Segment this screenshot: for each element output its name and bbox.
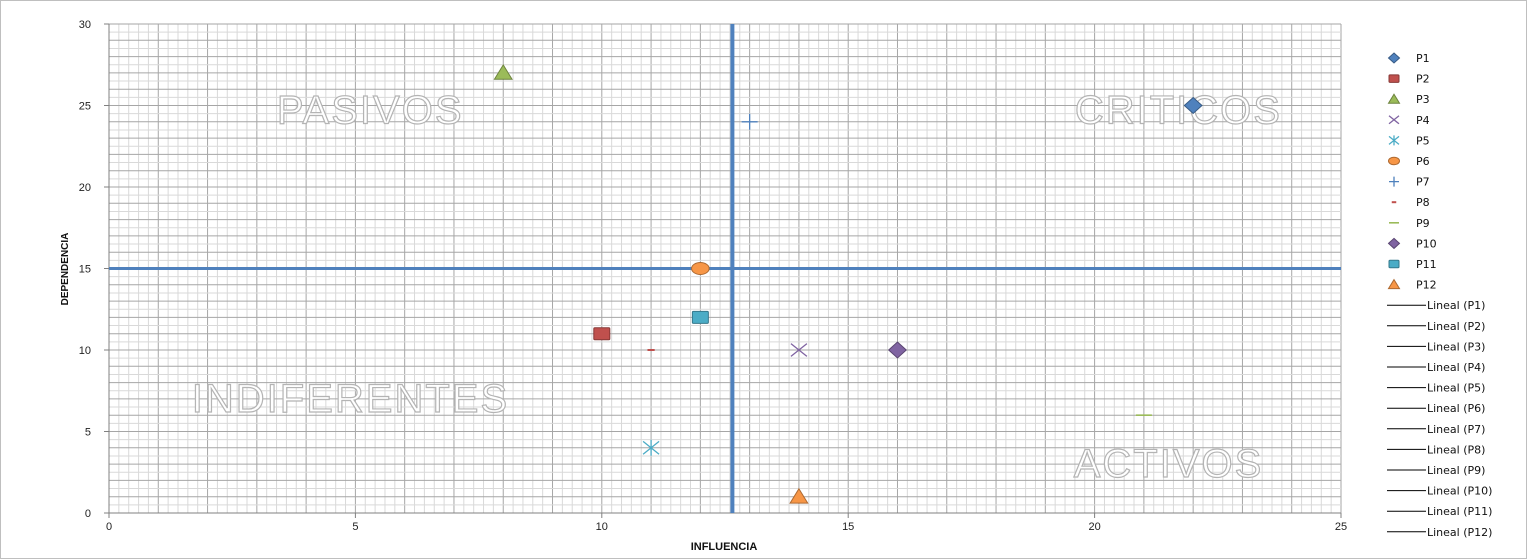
legend-trendline-label: Lineal (P8) bbox=[1427, 443, 1485, 456]
legend-trendline-label: Lineal (P2) bbox=[1427, 320, 1485, 333]
legend-label: P9 bbox=[1416, 217, 1430, 230]
reference-lines bbox=[109, 24, 1341, 513]
legend-label: P7 bbox=[1416, 176, 1430, 189]
legend-trendline-label: Lineal (P12) bbox=[1427, 526, 1492, 539]
data-point-p4 bbox=[790, 343, 808, 357]
data-point-p12 bbox=[789, 487, 809, 504]
y-tick-label: 0 bbox=[85, 508, 91, 520]
y-tick-label: 5 bbox=[85, 427, 91, 439]
legend-label: P11 bbox=[1416, 258, 1437, 271]
x-axis-title: INFLUENCIA bbox=[691, 541, 758, 553]
x-tick-label: 15 bbox=[842, 521, 854, 533]
legend-label: P4 bbox=[1416, 114, 1430, 127]
quadrant-label: CRITICOS bbox=[1075, 88, 1282, 132]
quadrant-label: INDIFERENTES bbox=[192, 377, 509, 421]
legend-label: P8 bbox=[1416, 196, 1430, 209]
legend-marker-p2 bbox=[1388, 74, 1400, 83]
legend-trendline-label: Lineal (P10) bbox=[1427, 485, 1492, 498]
x-tick-label: 25 bbox=[1335, 521, 1347, 533]
legend-label: P6 bbox=[1416, 155, 1430, 168]
y-tick-label: 30 bbox=[79, 19, 91, 31]
data-point-p11 bbox=[691, 310, 709, 324]
legend-label: P5 bbox=[1416, 134, 1430, 147]
legend-trendline-label: Lineal (P7) bbox=[1427, 423, 1485, 436]
legend-label: P10 bbox=[1416, 237, 1437, 250]
legend-marker-p1 bbox=[1387, 52, 1401, 64]
legend-marker-p12 bbox=[1387, 278, 1401, 290]
legend-trendline-label: Lineal (P3) bbox=[1427, 340, 1485, 353]
legend-marker-p4 bbox=[1388, 115, 1400, 125]
legend-trendline-label: Lineal (P6) bbox=[1427, 402, 1485, 415]
quadrant-labels: PASIVOS CRITICOS INDIFERENTES ACTIVOS bbox=[191, 88, 1282, 487]
legend-label: P2 bbox=[1416, 73, 1430, 86]
grid bbox=[108, 23, 1342, 514]
y-tick-label: 25 bbox=[79, 101, 91, 113]
legend-marker-p7 bbox=[1389, 176, 1399, 187]
axes: 0 5 10 15 20 25 0 5 10 15 20 25 30 bbox=[79, 19, 1347, 533]
quadrant-label: ACTIVOS bbox=[1074, 442, 1264, 486]
data-point-p10 bbox=[887, 341, 908, 359]
legend-marker-p10 bbox=[1387, 237, 1401, 250]
data-point-p6 bbox=[691, 262, 710, 275]
legend-trendline-label: Lineal (P9) bbox=[1427, 464, 1485, 477]
x-tick-label: 5 bbox=[352, 521, 358, 533]
x-tick-label: 10 bbox=[596, 521, 608, 533]
quadrant-label: PASIVOS bbox=[277, 88, 464, 132]
legend-trendline-label: Lineal (P1) bbox=[1427, 299, 1485, 312]
y-tick-label: 20 bbox=[79, 182, 91, 194]
x-tick-label: 0 bbox=[106, 521, 112, 533]
legend-label: P3 bbox=[1416, 93, 1430, 106]
y-tick-label: 10 bbox=[79, 345, 91, 357]
y-tick-label: 15 bbox=[79, 264, 91, 276]
legend-marker-p6 bbox=[1388, 156, 1400, 166]
legend-marker-p11 bbox=[1388, 259, 1400, 269]
legend-trendline-label: Lineal (P4) bbox=[1427, 361, 1485, 374]
legend-label: P1 bbox=[1416, 52, 1430, 65]
data-points bbox=[493, 63, 1203, 504]
legend: P1 P2 P3 P4 P5 P6 P7 P8 P9 P10 P11 P12 Lineal (P1) Li… bbox=[1387, 52, 1492, 539]
x-tick-label: 20 bbox=[1088, 521, 1100, 533]
data-point-p3 bbox=[493, 63, 513, 80]
data-point-p1 bbox=[1183, 96, 1203, 115]
data-point-p5 bbox=[642, 439, 660, 456]
legend-marker-p5 bbox=[1388, 135, 1400, 146]
legend-marker-p3 bbox=[1387, 93, 1401, 104]
legend-label: P12 bbox=[1416, 279, 1437, 292]
y-axis-title: DEPENDENCIA bbox=[60, 233, 71, 306]
legend-trendline-label: Lineal (P11) bbox=[1427, 505, 1492, 518]
data-point-p7 bbox=[741, 113, 758, 130]
legend-trendline-label: Lineal (P5) bbox=[1427, 382, 1485, 395]
data-point-p2 bbox=[593, 327, 611, 341]
